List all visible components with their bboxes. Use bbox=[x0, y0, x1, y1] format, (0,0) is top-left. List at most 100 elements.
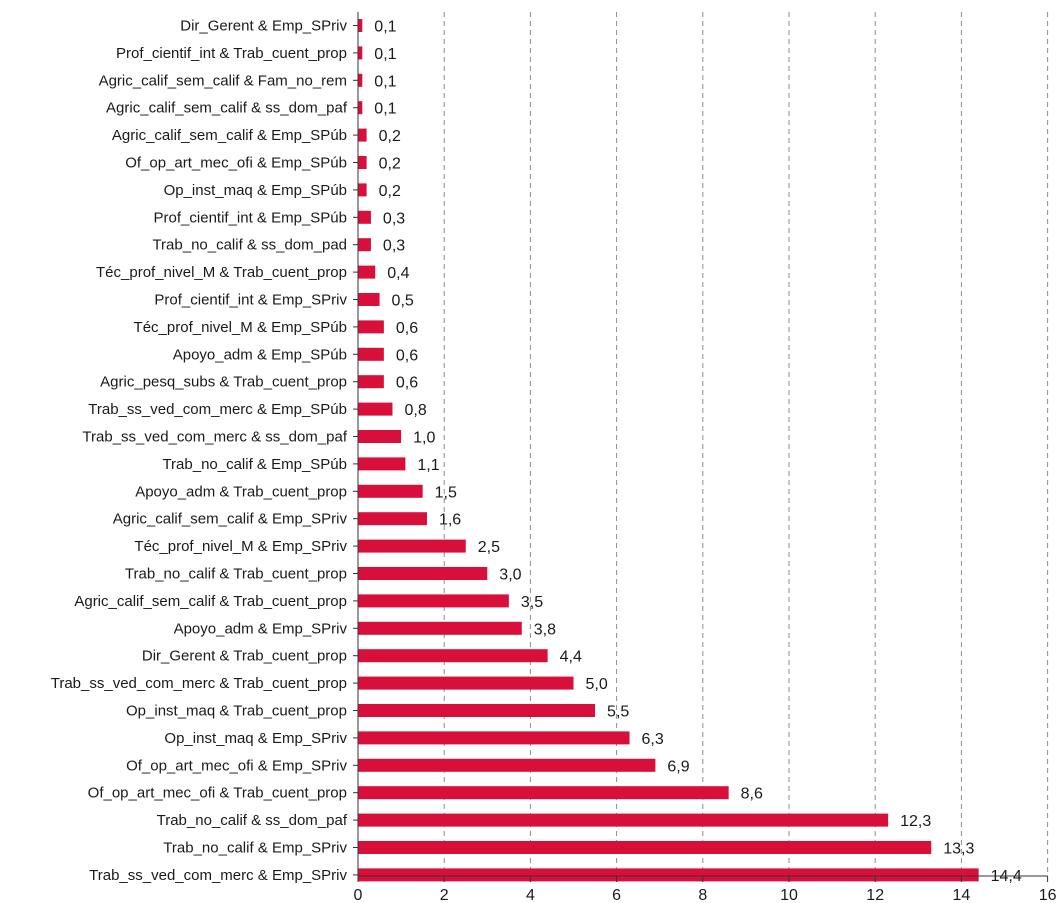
bar bbox=[358, 128, 367, 142]
x-tick-label: 0 bbox=[354, 887, 363, 903]
x-tick-label: 4 bbox=[526, 887, 535, 903]
category-label: Téc_prof_nivel_M & Emp_SPriv bbox=[134, 538, 347, 555]
value-labels: 0,1 0,1 0,1 0,1 0,2 0,2 0,2 0,3 0,3 0,4 0,5 0,6 0,6 0… bbox=[374, 19, 1022, 885]
bar-value-label: 0,6 bbox=[396, 375, 418, 392]
bar bbox=[358, 430, 402, 443]
bar bbox=[358, 293, 380, 306]
bar-value-label: 0,3 bbox=[383, 238, 405, 255]
bar bbox=[358, 731, 630, 745]
bar bbox=[358, 46, 363, 60]
category-label: Apoyo_adm & Emp_SPúb bbox=[173, 346, 347, 363]
category-label: Téc_prof_nivel_M & Trab_cuent_prop bbox=[96, 264, 347, 281]
category-label: Agric_calif_sem_calif & Trab_cuent_prop bbox=[74, 593, 347, 610]
bar bbox=[358, 19, 363, 32]
category-label: Apoyo_adm & Emp_SPriv bbox=[174, 620, 348, 637]
category-label: Trab_no_calif & ss_dom_paf bbox=[157, 812, 348, 829]
category-label: Dir_Gerent & Trab_cuent_prop bbox=[142, 648, 347, 665]
bar-value-label: 0,8 bbox=[404, 402, 426, 419]
category-label: Of_op_art_mec_ofi & Emp_SPriv bbox=[126, 757, 347, 774]
category-label: Apoyo_adm & Trab_cuent_prop bbox=[135, 483, 347, 500]
category-label: Téc_prof_nivel_M & Emp_SPúb bbox=[134, 319, 347, 336]
axes: 0 2 4 6 8 10 12 14 16 bbox=[353, 12, 1057, 903]
bars bbox=[358, 19, 979, 882]
category-label: Agric_calif_sem_calif & Emp_SPriv bbox=[113, 511, 348, 528]
category-label: Trab_ss_ved_com_merc & ss_dom_paf bbox=[82, 429, 347, 446]
bar bbox=[358, 73, 363, 87]
bar-value-label: 0,1 bbox=[374, 19, 396, 36]
category-label: Op_inst_maq & Emp_SPúb bbox=[164, 182, 347, 199]
bar bbox=[358, 649, 548, 663]
bar-value-label: 0,6 bbox=[396, 320, 418, 337]
category-label: Agric_calif_sem_calif & Emp_SPúb bbox=[112, 127, 347, 144]
bar bbox=[358, 320, 384, 334]
x-tick-label: 14 bbox=[953, 887, 971, 903]
bar-value-label: 6,3 bbox=[642, 731, 664, 748]
category-label: Op_inst_maq & Trab_cuent_prop bbox=[126, 703, 347, 720]
bar bbox=[358, 841, 932, 854]
bar-value-label: 12,3 bbox=[900, 813, 931, 830]
x-tick-label: 16 bbox=[1039, 887, 1057, 903]
bar-value-label: 2,5 bbox=[478, 539, 500, 556]
bar bbox=[358, 539, 466, 553]
bar-value-label: 13,3 bbox=[943, 841, 974, 858]
x-tick-label: 8 bbox=[698, 887, 707, 903]
bar bbox=[358, 621, 522, 635]
category-label: Trab_ss_ved_com_merc & Emp_SPriv bbox=[89, 867, 347, 884]
category-label: Prof_cientif_int & Emp_SPriv bbox=[154, 292, 347, 309]
category-label: Prof_cientif_int & Emp_SPúb bbox=[154, 209, 347, 226]
bar bbox=[358, 183, 367, 197]
bar-value-label: 0,2 bbox=[379, 183, 401, 200]
bar bbox=[358, 457, 406, 471]
bar-value-label: 0,5 bbox=[392, 293, 414, 310]
bar-value-label: 0,1 bbox=[374, 46, 396, 63]
bar-value-label: 5,0 bbox=[586, 676, 608, 693]
category-label: Dir_Gerent & Emp_SPriv bbox=[180, 18, 347, 35]
x-tick-label: 10 bbox=[780, 887, 798, 903]
category-label: Of_op_art_mec_ofi & Emp_SPúb bbox=[125, 155, 347, 172]
bar-value-label: 3,8 bbox=[534, 621, 556, 638]
category-label: Prof_cientif_int & Trab_cuent_prop bbox=[116, 45, 347, 62]
bar-value-label: 1,0 bbox=[413, 430, 435, 447]
bar-value-label: 0,6 bbox=[396, 347, 418, 364]
bar bbox=[358, 786, 729, 800]
x-tick-label: 6 bbox=[612, 887, 621, 903]
category-label: Op_inst_maq & Emp_SPriv bbox=[164, 730, 347, 747]
gridlines bbox=[443, 12, 1049, 876]
bar bbox=[358, 347, 384, 361]
category-label: Trab_ss_ved_com_merc & Trab_cuent_prop bbox=[51, 675, 347, 692]
category-label: Trab_no_calif & ss_dom_pad bbox=[152, 237, 347, 254]
bar bbox=[358, 101, 363, 115]
bar bbox=[358, 758, 656, 772]
bar-value-label: 0,1 bbox=[374, 101, 396, 118]
x-tick-label: 2 bbox=[440, 887, 449, 903]
bar-value-label: 0,3 bbox=[383, 210, 405, 227]
bar bbox=[358, 265, 376, 279]
category-labels: Dir_Gerent & Emp_SPriv Prof_cientif_int &… bbox=[51, 18, 348, 884]
bar-value-label: 5,5 bbox=[607, 704, 629, 721]
bar bbox=[358, 868, 979, 882]
bar bbox=[358, 402, 393, 416]
x-tick-label: 12 bbox=[866, 887, 884, 903]
bar-value-label: 8,6 bbox=[741, 786, 763, 803]
category-label: Agric_calif_sem_calif & Fam_no_rem bbox=[99, 72, 347, 89]
category-label: Agric_calif_sem_calif & ss_dom_paf bbox=[106, 100, 348, 117]
bar-value-label: 6,9 bbox=[667, 758, 689, 775]
category-label: Trab_no_calif & Emp_SPriv bbox=[163, 840, 347, 857]
bar-value-label: 3,5 bbox=[521, 594, 543, 611]
category-label: Trab_ss_ved_com_merc & Emp_SPúb bbox=[88, 401, 347, 418]
bar-value-label: 0,2 bbox=[379, 156, 401, 173]
bar-value-label: 0,1 bbox=[374, 73, 396, 90]
bar-value-label: 0,2 bbox=[379, 128, 401, 145]
bar bbox=[358, 210, 371, 224]
bar-value-label: 1,5 bbox=[435, 484, 457, 501]
bar bbox=[358, 375, 384, 389]
bar bbox=[358, 813, 889, 827]
bar bbox=[358, 484, 423, 498]
category-label: Agric_pesq_subs & Trab_cuent_prop bbox=[100, 374, 347, 391]
category-label: Trab_no_calif & Trab_cuent_prop bbox=[125, 566, 347, 583]
bar bbox=[358, 567, 488, 580]
category-label: Trab_no_calif & Emp_SPúb bbox=[162, 456, 347, 473]
bar bbox=[358, 512, 427, 526]
bar bbox=[358, 594, 509, 608]
